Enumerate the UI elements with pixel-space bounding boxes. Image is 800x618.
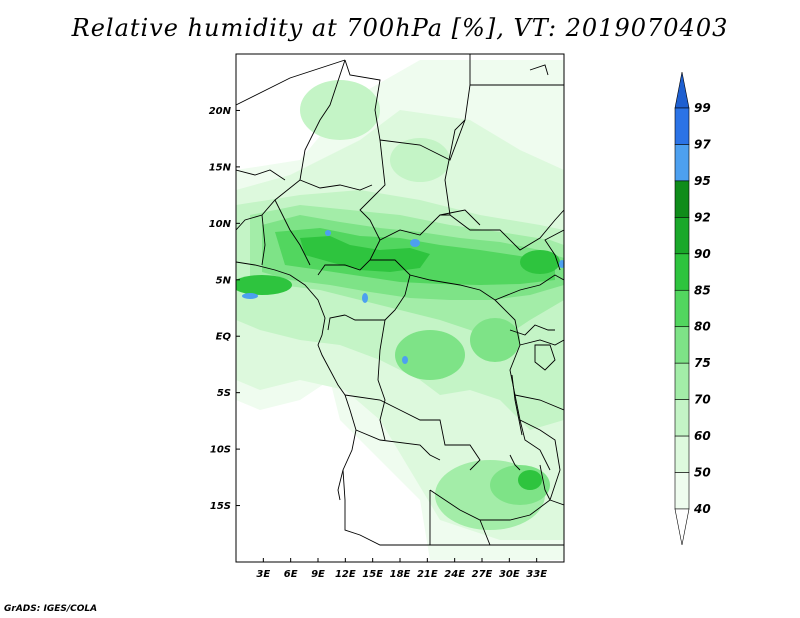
colorbar-swatch bbox=[674, 217, 690, 255]
colorbar-label: 40 bbox=[693, 502, 711, 516]
latitude-ticks: 20N 15N 10N 5N EQ 5S 10S 15S bbox=[209, 106, 240, 512]
border-5 bbox=[444, 119, 564, 251]
colorbar-label: 75 bbox=[694, 356, 711, 370]
colorbar-label: 90 bbox=[694, 247, 711, 261]
border-16 bbox=[429, 419, 561, 521]
lat-tick-label: 15S bbox=[210, 501, 231, 512]
lon-tick-label: 30E bbox=[499, 569, 520, 580]
field-95-spot-5 bbox=[402, 356, 408, 364]
colorbar-swatch bbox=[674, 71, 690, 109]
map-title: Relative humidity at 700hPa [%], VT: 201… bbox=[71, 14, 729, 42]
colorbar-label: 60 bbox=[694, 429, 711, 443]
colorbar-label: 85 bbox=[694, 283, 711, 297]
colorbar-swatch bbox=[674, 107, 690, 145]
colorbar-label: 80 bbox=[694, 320, 711, 334]
border-1 bbox=[236, 59, 346, 106]
lon-tick-label: 27E bbox=[472, 569, 493, 580]
lon-tick-label: 21E bbox=[417, 569, 438, 580]
border-15 bbox=[514, 394, 564, 411]
colorbar-swatch bbox=[674, 508, 690, 546]
lat-tick-label: 5N bbox=[216, 275, 232, 286]
border-28 bbox=[509, 324, 555, 336]
border-2 bbox=[317, 59, 386, 276]
border-14 bbox=[519, 339, 564, 346]
colorbar-swatch bbox=[674, 289, 690, 328]
lat-tick-label: 15N bbox=[209, 162, 232, 173]
colorbar-swatch bbox=[674, 472, 690, 510]
lon-tick-label: 18E bbox=[390, 569, 411, 580]
field-95-spot-6 bbox=[559, 260, 564, 268]
border-19 bbox=[549, 499, 564, 506]
lon-tick-label: 15E bbox=[362, 569, 383, 580]
border-7 bbox=[370, 259, 564, 301]
field-60-70-nile bbox=[390, 138, 450, 182]
border-23 bbox=[274, 199, 311, 266]
field-75-80-congo bbox=[395, 330, 465, 380]
field-95-spot-3 bbox=[242, 293, 258, 299]
lat-tick-label: 5S bbox=[217, 388, 231, 399]
field-60-70-north bbox=[300, 80, 380, 140]
lon-tick-label: 33E bbox=[526, 569, 547, 580]
field-95-spot-1 bbox=[410, 239, 420, 247]
colorbar-swatch bbox=[674, 399, 690, 437]
field-75-80-rift bbox=[470, 318, 520, 362]
colorbar-label: 97 bbox=[694, 137, 711, 151]
coastline-west-africa bbox=[236, 261, 357, 501]
coast-arabian-sea bbox=[529, 64, 549, 76]
lat-tick-label: 20N bbox=[209, 106, 232, 117]
field-85-90-west bbox=[236, 275, 292, 295]
colorbar-label: 70 bbox=[694, 393, 711, 407]
lon-tick-label: 24E bbox=[444, 569, 465, 580]
border-9 bbox=[327, 314, 346, 331]
field-95-spot-4 bbox=[325, 230, 331, 236]
lake-tana bbox=[509, 454, 521, 471]
field-85-90-south bbox=[518, 470, 542, 490]
colorbar-label: 99 bbox=[694, 101, 711, 115]
border-20 bbox=[342, 469, 430, 546]
longitude-ticks: 3E 6E 9E 12E 15E 18E 21E 24E 27E 30E 33E bbox=[256, 558, 547, 580]
border-6 bbox=[379, 214, 450, 241]
lon-tick-label: 3E bbox=[256, 569, 270, 580]
border-11 bbox=[344, 394, 481, 471]
lat-tick-label: 10S bbox=[210, 445, 231, 456]
colorbar: 99 97 95 92 90 85 80 75 70 60 50 40 bbox=[674, 71, 711, 546]
border-10 bbox=[377, 319, 386, 441]
colorbar-label: 95 bbox=[694, 174, 711, 188]
colorbar-swatch bbox=[674, 362, 690, 400]
colorbar-swatch bbox=[674, 435, 690, 473]
field-85-90-east bbox=[520, 250, 560, 274]
border-26 bbox=[439, 209, 481, 226]
lat-tick-label: 10N bbox=[209, 219, 232, 230]
lake-victoria bbox=[534, 344, 556, 371]
colorbar-swatch bbox=[674, 144, 690, 182]
lake-tanganyika bbox=[511, 374, 523, 436]
border-27 bbox=[299, 59, 346, 181]
border-22 bbox=[261, 214, 266, 266]
border-25 bbox=[544, 229, 564, 271]
footer-credit: GrADS: IGES/COLA bbox=[4, 604, 98, 614]
border-17 bbox=[429, 490, 564, 546]
lon-tick-label: 9E bbox=[311, 569, 325, 580]
colorbar-label: 92 bbox=[694, 210, 711, 224]
humidity-field bbox=[236, 54, 564, 560]
lake-malawi bbox=[539, 464, 551, 501]
lon-tick-label: 12E bbox=[335, 569, 356, 580]
colorbar-swatch bbox=[674, 180, 690, 218]
border-12 bbox=[355, 429, 441, 461]
coastlines-borders bbox=[236, 54, 564, 546]
colorbar-swatch bbox=[674, 253, 690, 291]
lon-tick-label: 6E bbox=[284, 569, 298, 580]
colorbar-label: 50 bbox=[694, 466, 711, 480]
border-24 bbox=[236, 169, 286, 181]
colorbar-swatch bbox=[674, 326, 690, 364]
lat-tick-label: EQ bbox=[216, 332, 232, 343]
field-95-spot-2 bbox=[362, 293, 368, 303]
border-3 bbox=[379, 54, 471, 161]
border-18 bbox=[479, 519, 491, 546]
